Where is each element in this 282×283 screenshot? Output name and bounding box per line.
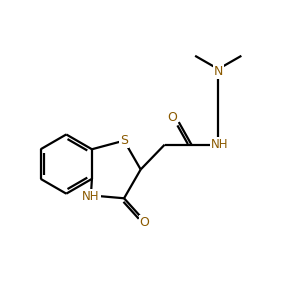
Text: O: O — [140, 216, 149, 229]
Text: N: N — [213, 65, 223, 78]
Text: O: O — [168, 110, 177, 123]
Text: S: S — [120, 134, 128, 147]
Text: NH: NH — [82, 190, 100, 203]
Text: NH: NH — [211, 138, 228, 151]
